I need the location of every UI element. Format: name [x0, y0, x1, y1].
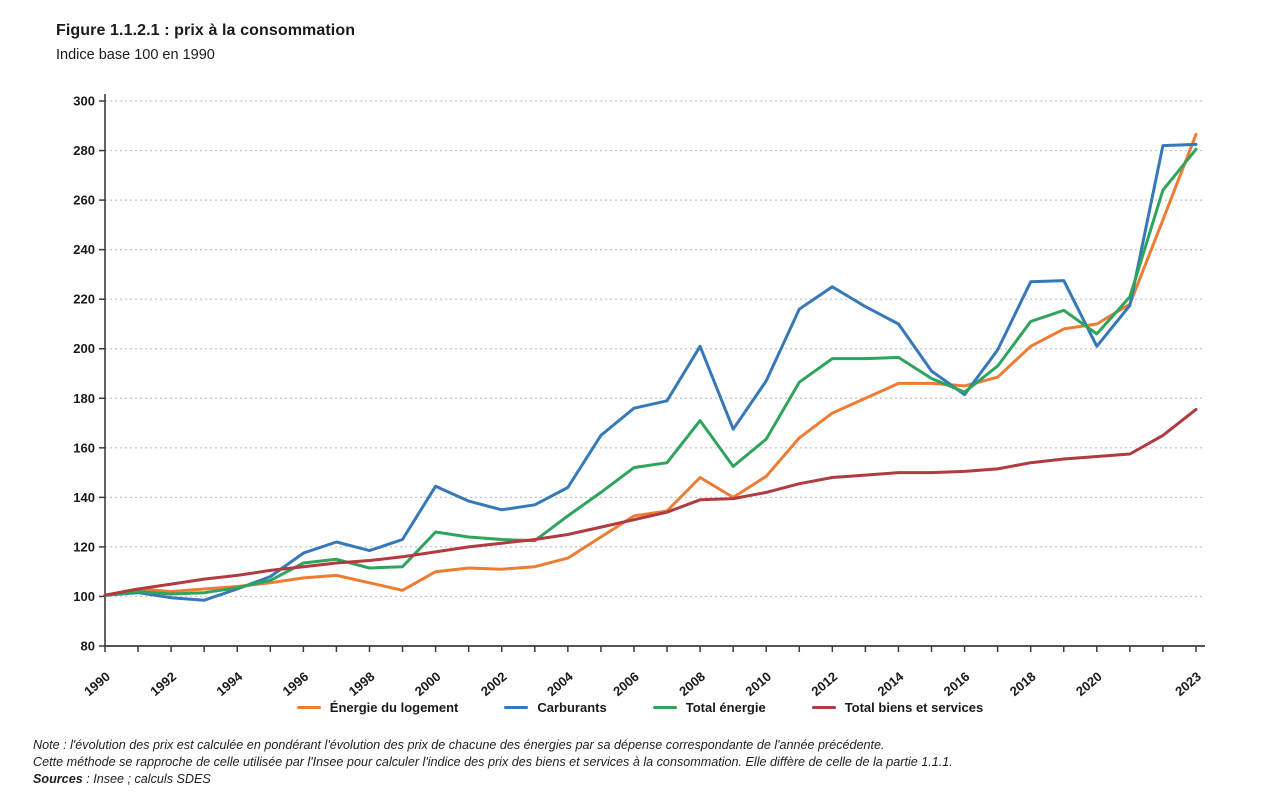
y-tick-label-220: 220	[73, 292, 95, 307]
x-tick-label-2010: 2010	[742, 669, 774, 699]
legend-swatch-total-energie	[652, 705, 677, 710]
legend-item-energie-du-logement: Énergie du logement	[296, 700, 459, 715]
legend-item-carburants: Carburants	[504, 700, 607, 715]
x-tick-label-1992: 1992	[147, 669, 179, 699]
figure-notes: Note : l'évolution des prix est calculée…	[33, 737, 1253, 788]
legend-item-total-biens-et-services: Total biens et services	[811, 700, 984, 715]
x-tick-label-2012: 2012	[808, 669, 840, 699]
x-tick-label-2004: 2004	[544, 668, 576, 699]
y-tick-label-80: 80	[81, 639, 95, 654]
y-tick-label-280: 280	[73, 143, 95, 158]
x-tick-label-2014: 2014	[875, 668, 907, 699]
x-tick-label-2008: 2008	[676, 669, 708, 699]
y-tick-label-240: 240	[73, 242, 95, 257]
sources-label: Sources	[33, 772, 83, 786]
note-sources: Sources : Insee ; calculs SDES	[33, 771, 1253, 788]
price-index-chart: 80 100 120 140 160 180 200 220 240 260 280 300 1990 1…	[73, 94, 1205, 699]
legend-swatch-energie-du-logement	[296, 705, 321, 710]
legend-label: Total biens et services	[844, 700, 984, 715]
x-tick-label-2016: 2016	[941, 669, 973, 699]
legend-label: Énergie du logement	[329, 700, 459, 715]
figure-header: Figure 1.1.2.1 : prix à la consommation …	[56, 22, 355, 63]
legend-label: Carburants	[537, 700, 607, 715]
y-tick-label-100: 100	[73, 589, 95, 604]
y-tick-label-300: 300	[73, 94, 95, 109]
x-tick-label-2020: 2020	[1073, 669, 1105, 699]
figure-subtitle: Indice base 100 en 1990	[56, 47, 215, 63]
x-tick-label-1990: 1990	[81, 669, 113, 699]
x-tick-label-2000: 2000	[412, 669, 444, 699]
legend-swatch-total-biens-et-services	[811, 705, 836, 710]
series-line-energie-du-logement	[103, 132, 1198, 597]
y-tick-label-260: 260	[73, 193, 95, 208]
note-line-2: Cette méthode se rapproche de celle util…	[33, 755, 953, 769]
x-tick-label-1998: 1998	[346, 669, 378, 699]
note-line-1: Note : l'évolution des prix est calculée…	[33, 738, 885, 752]
series-line-total-biens-et-services	[103, 407, 1198, 597]
chart-legend: Énergie du logement Carburants Total éne…	[0, 700, 1280, 715]
x-tick-label-1994: 1994	[213, 668, 245, 699]
x-tick-label-1996: 1996	[279, 669, 311, 699]
y-tick-label-120: 120	[73, 539, 95, 554]
x-tick-label-2023: 2023	[1172, 669, 1204, 699]
x-tick-label-2018: 2018	[1007, 669, 1039, 699]
x-tick-label-2002: 2002	[478, 669, 510, 699]
sources-text: : Insee ; calculs SDES	[82, 772, 211, 786]
legend-swatch-carburants	[504, 705, 529, 710]
y-tick-label-180: 180	[73, 391, 95, 406]
series-line-total-energie	[103, 147, 1198, 597]
y-tick-label-160: 160	[73, 440, 95, 455]
legend-item-total-energie: Total énergie	[652, 700, 766, 715]
y-tick-label-200: 200	[73, 341, 95, 356]
y-tick-label-140: 140	[73, 490, 95, 505]
figure-title: Figure 1.1.2.1 : prix à la consommation	[56, 22, 356, 39]
legend-label: Total énergie	[685, 700, 766, 715]
x-tick-label-2006: 2006	[610, 669, 642, 699]
series-line-carburants	[103, 142, 1198, 602]
